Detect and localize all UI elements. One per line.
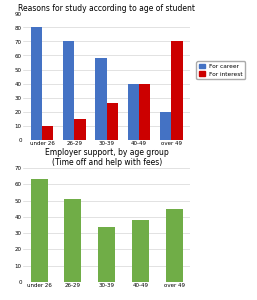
Bar (166, 209, 182, 282)
Bar (128, 83, 139, 140)
Bar (98, 226, 115, 282)
Bar (31, 179, 48, 282)
Bar (139, 83, 150, 140)
Bar (95, 58, 107, 140)
Bar (63, 41, 74, 140)
Bar (31, 28, 42, 140)
Legend: For career, For interest: For career, For interest (196, 61, 245, 79)
Title: Reasons for study according to age of student: Reasons for study according to age of st… (18, 4, 195, 13)
Bar (160, 112, 171, 140)
Bar (171, 41, 182, 140)
Bar (107, 103, 118, 140)
Title: Employer support, by age group
(Time off and help with fees): Employer support, by age group (Time off… (45, 148, 169, 167)
Bar (74, 118, 86, 140)
Bar (65, 199, 81, 282)
Bar (132, 220, 149, 282)
Bar (42, 125, 53, 140)
